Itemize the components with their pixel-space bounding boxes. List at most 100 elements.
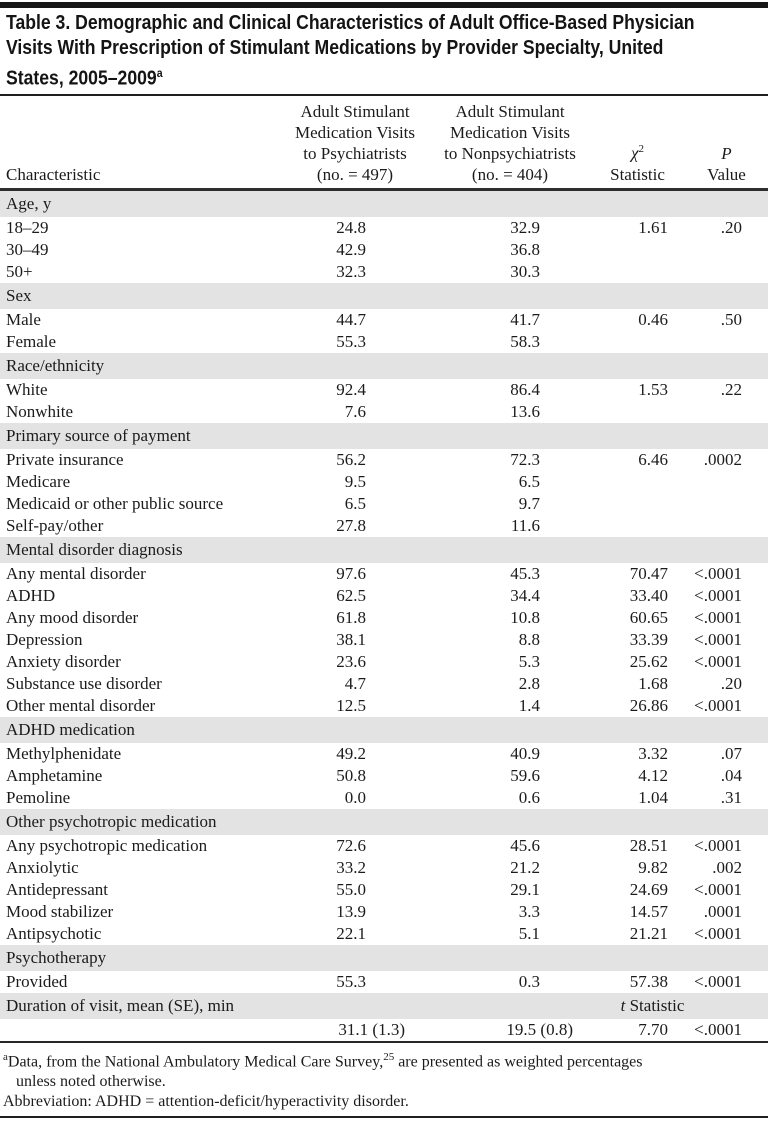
nonpsychiatrists-value-cell: 21.2 <box>510 857 540 877</box>
section-empty-cell <box>685 993 768 1019</box>
table-row: 30–49 42.9 36.8 <box>0 239 768 261</box>
psychiatrists-value-cell: 42.9 <box>336 239 366 259</box>
p-value-cell: <.0001 <box>694 695 742 715</box>
nonpsychiatrists-value-cell: 32.9 <box>510 217 540 237</box>
statistic-value-cell: 24.69 <box>629 879 668 899</box>
psychiatrists-value-cell: 24.8 <box>336 217 366 237</box>
statistic-value-cell: 33.39 <box>629 629 668 649</box>
characteristic-cell: Anxiety disorder <box>6 651 121 671</box>
table-row: Anxiolytic 33.2 21.2 9.82 .002 <box>0 857 768 879</box>
characteristic-cell: Male <box>6 309 41 329</box>
section-header-cell: Duration of visit, mean (SE), min <box>6 995 235 1015</box>
p-value-cell: .002 <box>712 857 742 877</box>
characteristic-cell: Medicaid or other public source <box>6 493 224 513</box>
psychiatrists-value-cell: 13.9 <box>336 901 366 921</box>
col-header-p-value: P Value <box>685 95 768 191</box>
statistic-value-cell: 26.86 <box>629 695 668 715</box>
characteristic-cell: White <box>6 379 48 399</box>
statistic-value-cell: 9.82 <box>638 857 668 877</box>
nonpsychiatrists-value-cell: 45.6 <box>510 835 540 855</box>
title-divider-rule <box>0 93 768 96</box>
p-value-cell: .20 <box>720 673 742 693</box>
table-row: Antidepressant 55.0 29.1 24.69 <.0001 <box>0 879 768 901</box>
chi-square-symbol: χ2 <box>590 139 685 164</box>
nonpsychiatrists-value-cell: 19.5 (0.8) <box>506 1019 573 1039</box>
statistic-value-cell: 1.53 <box>638 379 668 399</box>
characteristic-cell: Methylphenidate <box>6 743 122 763</box>
psychiatrists-value-cell: 9.5 <box>344 471 366 491</box>
table-row: Male 44.7 41.7 0.46 .50 <box>0 309 768 331</box>
psychiatrists-value-cell: 44.7 <box>336 309 366 329</box>
table-row: 18–29 24.8 32.9 1.61 .20 <box>0 217 768 239</box>
psychiatrists-value-cell: 33.2 <box>336 857 366 877</box>
table-title-line-2: Visits With Prescription of Stimulant Me… <box>6 37 664 59</box>
table-row: Any mood disorder 61.8 10.8 60.65 <.0001 <box>0 607 768 629</box>
p-value-cell: .0002 <box>703 449 742 469</box>
footnote-data-source: aData, from the National Ambulatory Medi… <box>3 1047 764 1072</box>
nonpsychiatrists-header-line: Adult Stimulant <box>455 101 565 121</box>
characteristic-cell: Mood stabilizer <box>6 901 114 921</box>
table-row: Any psychotropic medication 72.6 45.6 28.51… <box>0 835 768 857</box>
statistic-value-cell: 6.46 <box>638 449 668 469</box>
p-value-cell <box>685 493 768 515</box>
section-header-cell: Primary source of payment <box>6 425 191 445</box>
nonpsychiatrists-value-cell: 41.7 <box>510 309 540 329</box>
nonpsychiatrists-value-cell: 29.1 <box>510 879 540 899</box>
statistic-value-cell: 21.21 <box>629 923 668 943</box>
psychiatrists-value-cell: 56.2 <box>336 449 366 469</box>
psychiatrists-value-cell: 32.3 <box>336 261 366 281</box>
statistic-value-cell: 7.70 <box>638 1019 668 1039</box>
nonpsychiatrists-header-line: to Nonpsychiatrists <box>444 143 576 163</box>
statistic-value-cell: 3.32 <box>638 743 668 763</box>
statistic-value-cell <box>590 239 685 261</box>
characteristic-cell: ADHD <box>6 585 56 605</box>
psychiatrists-header-line: Medication Visits <box>294 122 416 142</box>
nonpsychiatrists-value-cell: 2.8 <box>518 673 540 693</box>
psychiatrists-value-cell: 22.1 <box>336 923 366 943</box>
table-row: Medicare 9.5 6.5 <box>0 471 768 493</box>
p-value-cell <box>685 471 768 493</box>
psychiatrists-value-cell: 23.6 <box>336 651 366 671</box>
nonpsychiatrists-value-cell: 3.3 <box>518 901 540 921</box>
footnote-reference-number: 25 <box>383 1050 395 1063</box>
section-header-row: Age, y <box>0 189 768 217</box>
nonpsychiatrists-value-cell: 40.9 <box>510 743 540 763</box>
top-rule <box>0 2 768 8</box>
characteristic-cell: Amphetamine <box>6 765 103 785</box>
characteristic-cell: Female <box>6 331 57 351</box>
characteristic-cell: Depression <box>6 629 83 649</box>
characteristic-cell: Other mental disorder <box>6 695 156 715</box>
footnote-text: Data, from the National Ambulatory Medic… <box>7 1052 384 1070</box>
table-row: 31.1 (1.3) 19.5 (0.8) 7.70 <.0001 <box>0 1019 768 1041</box>
characteristic-cell: 50+ <box>6 261 33 281</box>
table-row: Medicaid or other public source 6.5 9.7 <box>0 493 768 515</box>
section-header-row: Race/ethnicity <box>0 352 768 379</box>
table-title-line-1: Table 3. Demographic and Clinical Charac… <box>6 12 695 34</box>
statistic-value-cell: 70.47 <box>629 563 668 583</box>
psychiatrists-value-cell: 55.3 <box>336 971 366 991</box>
nonpsychiatrists-value-cell: 86.4 <box>510 379 540 399</box>
chi-square-label: Statistic <box>610 164 665 184</box>
p-symbol: P <box>685 143 768 164</box>
statistic-value-cell: 4.12 <box>638 765 668 785</box>
table-row: Other mental disorder 12.5 1.4 26.86 <.0001 <box>0 695 768 717</box>
psychiatrists-value-cell: 72.6 <box>336 835 366 855</box>
nonpsychiatrists-value-cell: 30.3 <box>510 261 540 281</box>
statistic-value-cell: 57.38 <box>629 971 668 991</box>
statistic-value-cell <box>590 261 685 283</box>
nonpsychiatrists-value-cell: 0.3 <box>518 971 540 991</box>
characteristic-cell: Antidepressant <box>6 879 108 899</box>
psychiatrists-value-cell: 0.0 <box>344 787 366 807</box>
nonpsychiatrists-value-cell: 45.3 <box>510 563 540 583</box>
table-row: Methylphenidate 49.2 40.9 3.32 .07 <box>0 743 768 765</box>
psychiatrists-header-line: to Psychiatrists <box>303 143 407 163</box>
table-row: Provided 55.3 0.3 57.38 <.0001 <box>0 971 768 993</box>
nonpsychiatrists-value-cell: 11.6 <box>510 515 540 535</box>
statistic-value-cell: 1.04 <box>638 787 668 807</box>
statistic-value-cell <box>590 331 685 353</box>
psychiatrists-value-cell: 55.3 <box>336 331 366 351</box>
psychiatrists-value-cell: 97.6 <box>336 563 366 583</box>
psychiatrists-value-cell: 31.1 (1.3) <box>338 1019 405 1039</box>
statistic-value-cell: 33.40 <box>629 585 668 605</box>
table-row: Private insurance 56.2 72.3 6.46 .0002 <box>0 449 768 471</box>
